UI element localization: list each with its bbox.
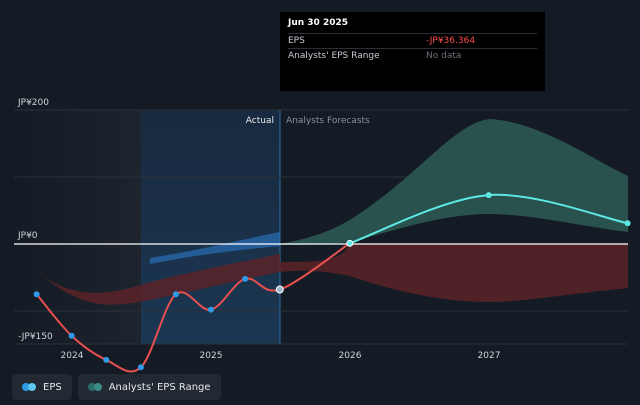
legend: EPS Analysts' EPS Range	[12, 374, 221, 400]
x-tick-2025: 2025	[200, 351, 223, 361]
negative-range-area	[38, 244, 628, 305]
x-tick-2027: 2027	[478, 351, 501, 361]
y-tick-0: JP¥0	[17, 231, 38, 241]
legend-eps-label: EPS	[43, 381, 62, 393]
eps-point	[137, 364, 144, 371]
consensus-wedge	[150, 232, 280, 264]
tooltip-eps-label: EPS	[288, 36, 305, 46]
tooltip-eps-row: EPS -JP¥36.364	[288, 33, 537, 48]
eps-legend-icon	[22, 383, 36, 391]
eps-forecast-point	[485, 192, 492, 199]
tooltip-range-label: Analysts' EPS Range	[288, 51, 380, 61]
x-tick-2024: 2024	[61, 351, 84, 361]
past-region	[14, 110, 142, 344]
eps-point	[103, 356, 110, 363]
analysts-range-area	[280, 119, 628, 245]
eps-point	[33, 291, 40, 298]
eps-point	[346, 239, 354, 247]
legend-range-label: Analysts' EPS Range	[108, 381, 211, 393]
eps-point	[68, 332, 75, 339]
tooltip-eps-value: -JP¥36.364	[426, 36, 476, 46]
eps-forecast-point	[624, 220, 631, 227]
eps-point	[172, 291, 179, 298]
x-tick-2026: 2026	[339, 351, 362, 361]
y-tick-200: JP¥200	[17, 98, 49, 108]
forecast-label: Analysts Forecasts	[286, 116, 370, 126]
tooltip: Jun 30 2025 EPS -JP¥36.364 Analysts' EPS…	[280, 12, 545, 91]
legend-eps[interactable]: EPS	[12, 374, 72, 400]
tooltip-range-value: No data	[426, 51, 462, 61]
actual-band	[141, 110, 280, 344]
tooltip-date: Jun 30 2025	[288, 18, 349, 28]
y-tick-minus150: -JP¥150	[18, 332, 53, 342]
eps-point	[242, 275, 249, 282]
tooltip-range-row: Analysts' EPS Range No data	[288, 48, 537, 63]
legend-analysts-range[interactable]: Analysts' EPS Range	[77, 374, 221, 400]
actual-label: Actual	[246, 116, 274, 126]
range-legend-icon	[87, 383, 102, 391]
eps-point	[275, 285, 284, 294]
eps-point	[207, 306, 214, 313]
